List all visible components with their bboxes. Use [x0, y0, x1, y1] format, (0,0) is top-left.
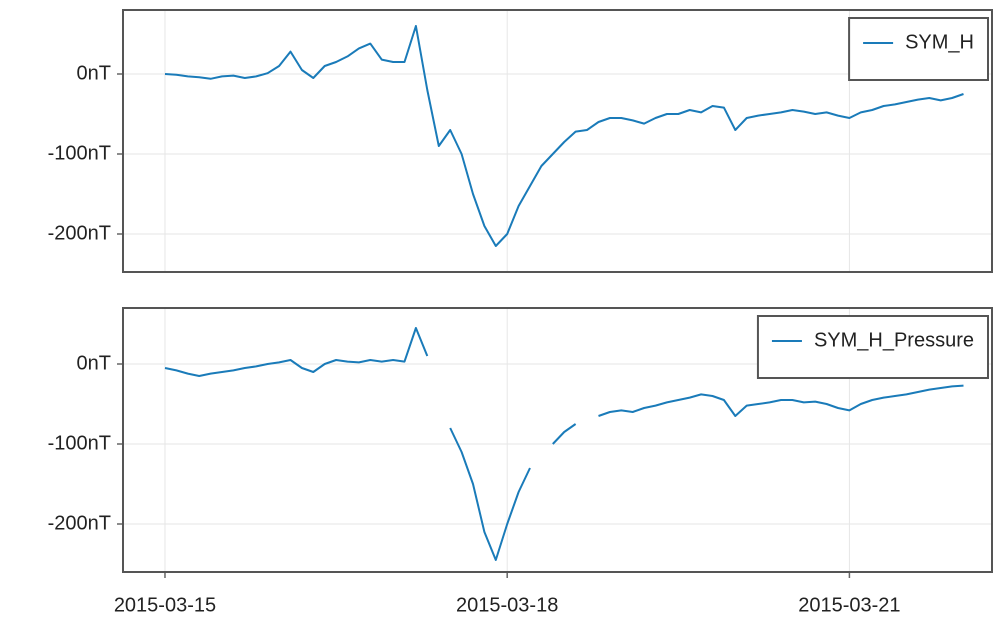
y-tick-label: -100nT	[48, 432, 111, 454]
legend: SYM_H_Pressure	[756, 315, 989, 379]
plot-frame	[122, 307, 993, 573]
legend-label: SYM_H_Pressure	[814, 329, 974, 351]
y-tick-label: -200nT	[48, 222, 111, 244]
x-tick-label: 2015-03-18	[456, 594, 558, 616]
legend-label: SYM_H	[905, 31, 974, 53]
series-line	[164, 327, 964, 561]
legend-box	[848, 17, 989, 81]
series-line	[164, 25, 964, 247]
legend-box	[756, 315, 989, 379]
y-tick-label: 0nT	[77, 352, 111, 374]
y-tick-label: 0nT	[77, 62, 111, 84]
legend: SYM_H	[848, 17, 989, 81]
x-tick-label: 2015-03-15	[114, 594, 216, 616]
y-tick-label: -100nT	[48, 142, 111, 164]
plot-frame	[122, 9, 993, 273]
x-tick-label: 2015-03-21	[798, 594, 900, 616]
y-tick-label: -200nT	[48, 512, 111, 534]
